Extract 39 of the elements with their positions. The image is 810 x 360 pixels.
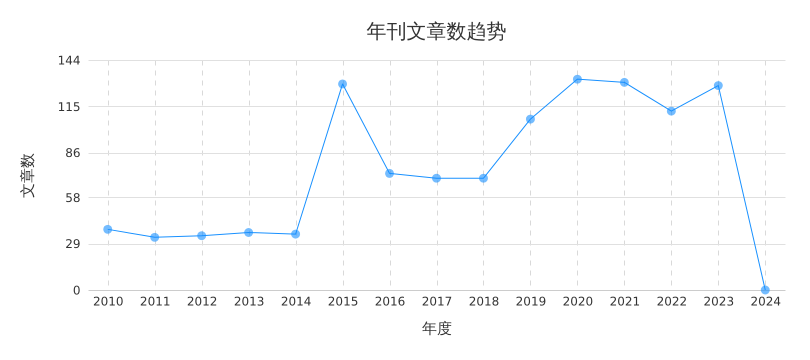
x-tick-label: 2019 [516, 294, 546, 308]
point [197, 231, 206, 240]
x-tick-label: 2015 [328, 294, 358, 308]
y-tick-label: 29 [65, 237, 80, 252]
x-tick-label: 2023 [704, 294, 734, 308]
point [478, 174, 488, 183]
y-tick-label: 86 [65, 146, 80, 160]
x-tick-label: 2016 [374, 294, 406, 308]
point [760, 286, 770, 294]
x-axis-title: 年度 [422, 320, 452, 338]
y-tick-label: 58 [65, 190, 80, 205]
point [150, 232, 160, 242]
point [714, 81, 723, 90]
x-tick-label: 2020 [562, 294, 594, 308]
point [385, 168, 394, 178]
x-tick-label: 2010 [92, 294, 124, 308]
x-tick-label: 2024 [750, 294, 782, 308]
point [526, 114, 535, 124]
x-tick-label: 2011 [140, 294, 170, 308]
x-tick-label: 2018 [468, 294, 500, 308]
point [338, 79, 348, 88]
point [666, 106, 676, 116]
x-tick-label: 2017 [422, 294, 452, 308]
point [572, 74, 582, 84]
point [244, 228, 254, 237]
x-tick-label: 2012 [186, 294, 218, 308]
y-axis-title: 文章数 [18, 153, 37, 198]
y-tick-label: 115 [58, 100, 80, 114]
y-tick-label: 0 [72, 284, 80, 298]
point [432, 174, 441, 183]
x-tick-label: 2022 [656, 294, 688, 308]
x-tick-label: 2021 [610, 294, 640, 308]
y-tick-label: 144 [58, 54, 80, 68]
x-tick-label: 2013 [234, 294, 264, 308]
chart-title: 年刊文章数趋势 [366, 19, 506, 43]
x-tick-label: 2014 [280, 294, 312, 308]
point [620, 78, 629, 87]
point [103, 224, 112, 234]
point [291, 230, 300, 239]
